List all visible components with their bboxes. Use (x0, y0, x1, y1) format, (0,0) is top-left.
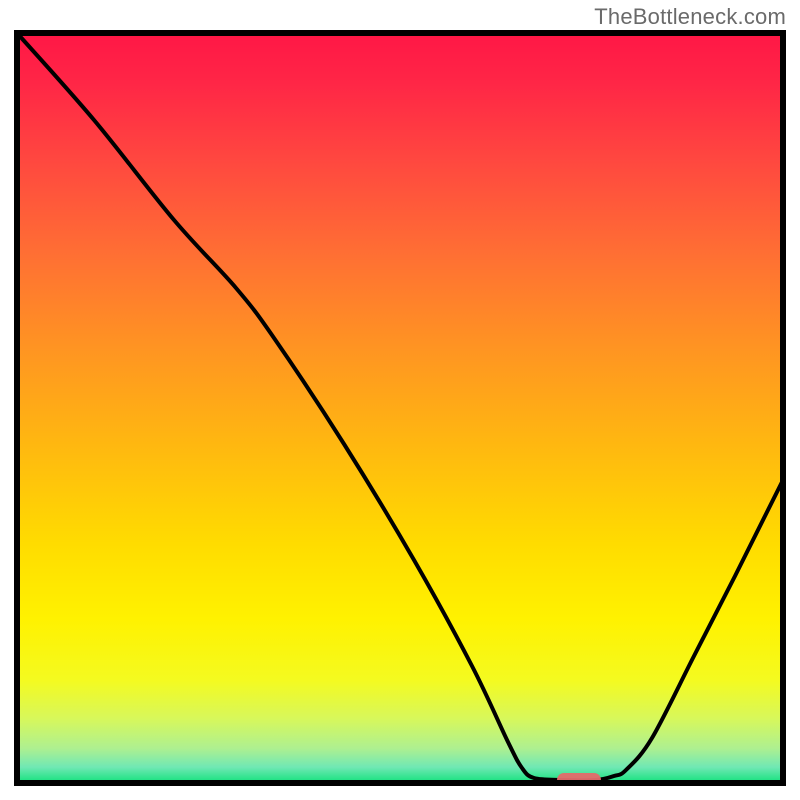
plot-area (14, 30, 786, 786)
watermark-text: TheBottleneck.com (594, 4, 786, 30)
gradient-background (14, 30, 786, 786)
chart-container: TheBottleneck.com (0, 0, 800, 800)
